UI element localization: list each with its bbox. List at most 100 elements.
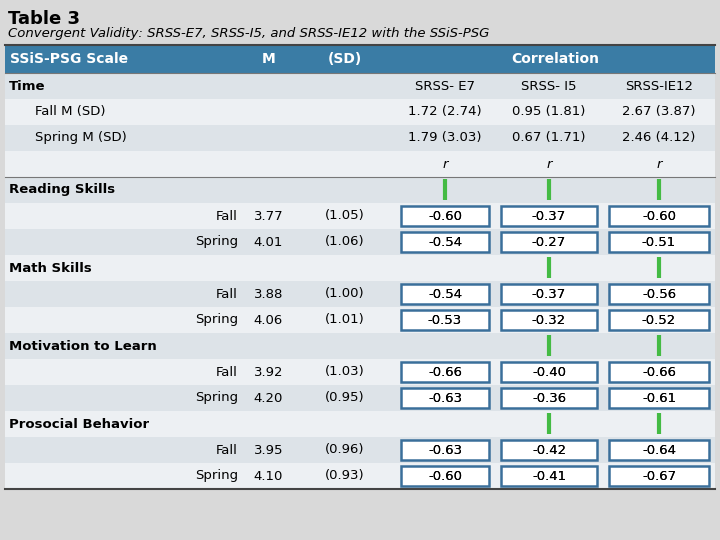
Bar: [401, 466, 489, 486]
Text: -0.56: -0.56: [642, 287, 676, 300]
Text: Spring: Spring: [195, 469, 238, 483]
Bar: [501, 310, 597, 330]
Text: -0.37: -0.37: [532, 287, 566, 300]
Text: 3.95: 3.95: [253, 443, 283, 456]
Bar: [5, 99, 715, 125]
Bar: [401, 440, 489, 460]
Text: -0.61: -0.61: [642, 392, 676, 404]
Text: M: M: [261, 52, 275, 66]
Text: -0.37: -0.37: [532, 287, 566, 300]
Text: -0.42: -0.42: [532, 443, 566, 456]
Text: -0.60: -0.60: [428, 469, 462, 483]
Bar: [609, 284, 709, 304]
Text: -0.60: -0.60: [428, 210, 462, 222]
Bar: [609, 232, 709, 252]
Text: -0.32: -0.32: [532, 314, 566, 327]
Text: -0.53: -0.53: [428, 314, 462, 327]
Text: -0.37: -0.37: [532, 210, 566, 222]
Bar: [401, 388, 489, 408]
Bar: [609, 310, 709, 330]
Bar: [5, 411, 715, 437]
Bar: [501, 284, 597, 304]
Text: -0.36: -0.36: [532, 392, 566, 404]
Text: -0.54: -0.54: [428, 235, 462, 248]
Text: 2.46 (4.12): 2.46 (4.12): [622, 132, 696, 145]
Text: -0.64: -0.64: [642, 443, 676, 456]
Text: (1.01): (1.01): [325, 314, 365, 327]
Bar: [501, 206, 597, 226]
Text: r: r: [656, 158, 662, 171]
Bar: [609, 466, 709, 486]
Bar: [5, 177, 715, 203]
Bar: [609, 388, 709, 408]
Text: -0.67: -0.67: [642, 469, 676, 483]
Text: Time: Time: [9, 79, 45, 92]
Text: Fall: Fall: [216, 210, 238, 222]
Text: -0.36: -0.36: [532, 392, 566, 404]
Bar: [5, 203, 715, 229]
Text: Spring: Spring: [195, 392, 238, 404]
Text: Spring M (SD): Spring M (SD): [35, 132, 127, 145]
Text: Fall: Fall: [216, 287, 238, 300]
Bar: [501, 232, 597, 252]
Text: 1.72 (2.74): 1.72 (2.74): [408, 105, 482, 118]
Text: Reading Skills: Reading Skills: [9, 184, 115, 197]
Text: Fall: Fall: [216, 366, 238, 379]
Text: -0.27: -0.27: [532, 235, 566, 248]
Bar: [5, 333, 715, 359]
Text: -0.66: -0.66: [642, 366, 676, 379]
Text: Correlation: Correlation: [511, 52, 599, 66]
Text: -0.64: -0.64: [642, 443, 676, 456]
Bar: [609, 440, 709, 460]
Text: -0.41: -0.41: [532, 469, 566, 483]
Text: 3.88: 3.88: [254, 287, 283, 300]
Bar: [501, 466, 597, 486]
Bar: [5, 281, 715, 307]
Text: Fall: Fall: [216, 443, 238, 456]
Text: -0.54: -0.54: [428, 287, 462, 300]
Bar: [5, 151, 715, 177]
Text: 3.92: 3.92: [253, 366, 283, 379]
Text: SSiS-PSG Scale: SSiS-PSG Scale: [10, 52, 128, 66]
Text: -0.60: -0.60: [642, 210, 676, 222]
Text: -0.63: -0.63: [428, 443, 462, 456]
Bar: [5, 73, 715, 99]
Bar: [5, 125, 715, 151]
Bar: [5, 45, 715, 73]
Text: -0.66: -0.66: [428, 366, 462, 379]
Text: Math Skills: Math Skills: [9, 261, 91, 274]
Text: (0.95): (0.95): [325, 392, 365, 404]
Bar: [401, 232, 489, 252]
Text: -0.63: -0.63: [428, 392, 462, 404]
Text: -0.51: -0.51: [642, 235, 676, 248]
Text: (1.00): (1.00): [325, 287, 365, 300]
Text: -0.27: -0.27: [532, 235, 566, 248]
Bar: [501, 362, 597, 382]
Text: -0.60: -0.60: [642, 210, 676, 222]
Text: (SD): (SD): [328, 52, 362, 66]
Text: -0.41: -0.41: [532, 469, 566, 483]
Text: (1.03): (1.03): [325, 366, 365, 379]
Text: -0.61: -0.61: [642, 392, 676, 404]
Bar: [5, 255, 715, 281]
Bar: [5, 437, 715, 463]
Text: -0.51: -0.51: [642, 235, 676, 248]
Bar: [5, 359, 715, 385]
Text: 1.79 (3.03): 1.79 (3.03): [408, 132, 482, 145]
Text: -0.40: -0.40: [532, 366, 566, 379]
Text: Prosocial Behavior: Prosocial Behavior: [9, 417, 149, 430]
Text: -0.63: -0.63: [428, 392, 462, 404]
Text: -0.54: -0.54: [428, 235, 462, 248]
Text: (0.93): (0.93): [325, 469, 365, 483]
Text: -0.32: -0.32: [532, 314, 566, 327]
Text: (1.05): (1.05): [325, 210, 365, 222]
Text: 2.67 (3.87): 2.67 (3.87): [622, 105, 696, 118]
Bar: [5, 385, 715, 411]
Text: -0.54: -0.54: [428, 287, 462, 300]
Text: 4.06: 4.06: [254, 314, 283, 327]
Text: 4.20: 4.20: [254, 392, 283, 404]
Text: 0.95 (1.81): 0.95 (1.81): [513, 105, 585, 118]
Text: -0.37: -0.37: [532, 210, 566, 222]
Text: Table 3: Table 3: [8, 10, 80, 28]
Text: Motivation to Learn: Motivation to Learn: [9, 340, 157, 353]
